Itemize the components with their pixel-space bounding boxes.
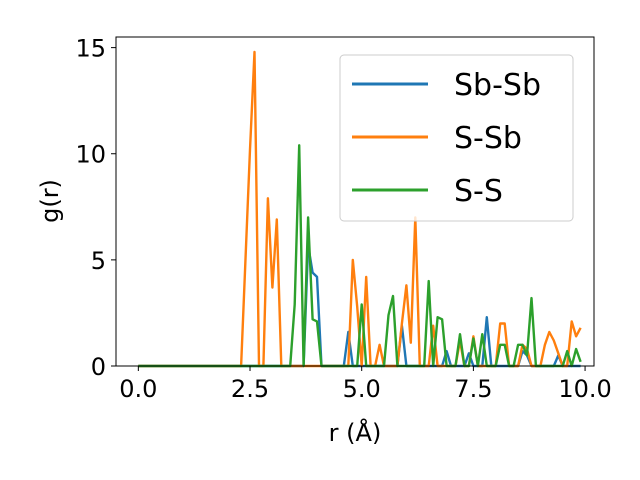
y-tick-label: 15 — [75, 35, 106, 63]
axes-layer: 0.0 2.5 5.0 7.5 10.0 0 5 10 15 — [75, 35, 611, 403]
axes-frame — [115, 36, 595, 367]
x-axis-label: r (Å) — [329, 418, 382, 447]
legend-box — [339, 54, 574, 222]
y-tick-label: 10 — [75, 141, 106, 169]
y-tick-label: 0 — [91, 353, 106, 381]
legend-label-s-s: S-S — [454, 174, 503, 209]
x-tick-label: 0.0 — [119, 375, 157, 403]
y-axis-label: g(r) — [36, 179, 64, 223]
legend: Sb-Sb S-Sb S-S — [339, 54, 574, 222]
x-tick-label: 7.5 — [454, 375, 492, 403]
legend-label-sb-sb: Sb-Sb — [454, 68, 541, 103]
x-tick-label: 2.5 — [231, 375, 269, 403]
y-tick-label: 5 — [91, 247, 106, 275]
x-tick-label: 10.0 — [558, 375, 611, 403]
x-tick-label: 5.0 — [343, 375, 381, 403]
legend-label-s-sb: S-Sb — [454, 121, 522, 156]
